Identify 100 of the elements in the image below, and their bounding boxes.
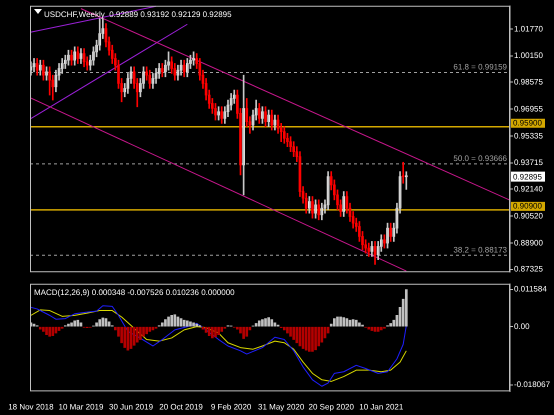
x-tick-label: 20 Oct 2019 bbox=[159, 402, 204, 412]
bar bbox=[333, 318, 336, 326]
bar bbox=[202, 326, 204, 330]
bar bbox=[339, 316, 342, 326]
bar bbox=[123, 326, 126, 348]
bar bbox=[189, 321, 192, 326]
x-tick-label: 10 Jan 2021 bbox=[359, 402, 404, 412]
bar bbox=[261, 319, 264, 326]
bar bbox=[195, 324, 198, 326]
bar bbox=[104, 318, 108, 326]
bar bbox=[242, 326, 245, 339]
bar bbox=[374, 326, 376, 332]
y-tick-label: 0.95335 bbox=[514, 131, 544, 140]
bar bbox=[73, 320, 76, 326]
y-tick-label: 0.88900 bbox=[514, 238, 544, 248]
y-tick-label: 0.96955 bbox=[514, 104, 544, 114]
bar bbox=[298, 326, 302, 346]
y-tick-label: 0.87325 bbox=[514, 264, 544, 274]
bar bbox=[132, 326, 136, 346]
bar bbox=[254, 323, 258, 326]
bar bbox=[314, 326, 317, 350]
bar bbox=[264, 318, 267, 326]
bar bbox=[295, 326, 298, 344]
bar bbox=[311, 326, 314, 352]
bar bbox=[76, 320, 80, 326]
bar bbox=[302, 326, 304, 349]
bar bbox=[80, 322, 82, 326]
y-tick-label: 0.90520 bbox=[514, 211, 544, 220]
x-tick-label: 18 Nov 2018 bbox=[8, 402, 54, 412]
ref-line-label: 61.8 = 0.99159 bbox=[453, 62, 508, 72]
bar bbox=[42, 326, 45, 332]
ref-line-label: 0.95900 bbox=[513, 118, 542, 128]
bar bbox=[192, 322, 195, 326]
bar bbox=[348, 320, 352, 326]
y-tick-label: 0.011584 bbox=[514, 284, 548, 294]
bar bbox=[292, 326, 296, 340]
bar bbox=[267, 317, 270, 326]
bar bbox=[220, 326, 224, 332]
y-tick-label: 0.93715 bbox=[514, 158, 544, 168]
bar bbox=[95, 322, 98, 326]
y-tick-label: 0.92140 bbox=[514, 184, 544, 194]
ref-line-label: 0.90900 bbox=[513, 202, 542, 211]
bar bbox=[48, 326, 51, 337]
bar bbox=[258, 320, 261, 326]
bar bbox=[354, 320, 358, 326]
bar bbox=[108, 321, 110, 326]
bar bbox=[70, 322, 73, 326]
bar bbox=[176, 316, 180, 326]
bar bbox=[58, 326, 60, 331]
bar bbox=[245, 326, 248, 337]
bar bbox=[352, 319, 354, 326]
bar bbox=[404, 289, 408, 326]
bar bbox=[170, 315, 174, 326]
bar bbox=[126, 326, 130, 350]
bar bbox=[211, 326, 214, 338]
bar bbox=[376, 326, 380, 332]
x-tick-label: 9 Feb 2020 bbox=[210, 402, 252, 412]
x-tick-label: 10 Mar 2019 bbox=[58, 402, 104, 412]
bar bbox=[142, 326, 145, 337]
ref-line-label: 38.2 = 0.88173 bbox=[453, 245, 508, 254]
bar bbox=[324, 326, 326, 338]
bar bbox=[389, 323, 392, 326]
bar bbox=[148, 326, 152, 332]
bar bbox=[346, 318, 348, 326]
bar bbox=[173, 314, 176, 326]
bar bbox=[54, 326, 58, 334]
x-tick-label: 20 Sep 2020 bbox=[308, 402, 354, 412]
bar bbox=[102, 318, 104, 326]
y-tick-label: 0.98575 bbox=[514, 77, 544, 86]
text: MACD(12,26,9) 0.000348 -0.007526 0.010236 0.000000 bbox=[34, 288, 236, 298]
y-tick-label: 1.01770 bbox=[514, 24, 544, 34]
bar bbox=[180, 318, 182, 326]
bar bbox=[286, 326, 289, 334]
ref-line-label: 50.0 = 0.93666 bbox=[453, 154, 508, 164]
bar bbox=[136, 326, 139, 342]
bar bbox=[217, 326, 220, 336]
bar bbox=[342, 317, 346, 326]
x-tick-label: 30 Jun 2019 bbox=[108, 402, 154, 412]
bar bbox=[164, 319, 167, 326]
bar bbox=[270, 319, 274, 326]
bar bbox=[160, 322, 164, 326]
bar bbox=[304, 326, 308, 350]
y-tick-label: 1.00150 bbox=[514, 51, 544, 60]
bar bbox=[336, 316, 339, 326]
bar bbox=[45, 326, 48, 336]
bar bbox=[139, 326, 142, 340]
bar bbox=[67, 324, 70, 326]
bar bbox=[320, 326, 324, 342]
bar bbox=[98, 319, 102, 326]
bar bbox=[214, 326, 217, 338]
x-tick-label: 31 May 2020 bbox=[258, 402, 305, 412]
bar bbox=[317, 326, 320, 346]
bar bbox=[289, 326, 292, 337]
bar bbox=[370, 326, 374, 331]
bar bbox=[204, 326, 208, 333]
y-tick-label: -0.018067 bbox=[514, 380, 551, 390]
bar bbox=[358, 322, 361, 326]
bar bbox=[208, 326, 211, 336]
bar bbox=[145, 326, 148, 334]
bar bbox=[51, 326, 54, 336]
